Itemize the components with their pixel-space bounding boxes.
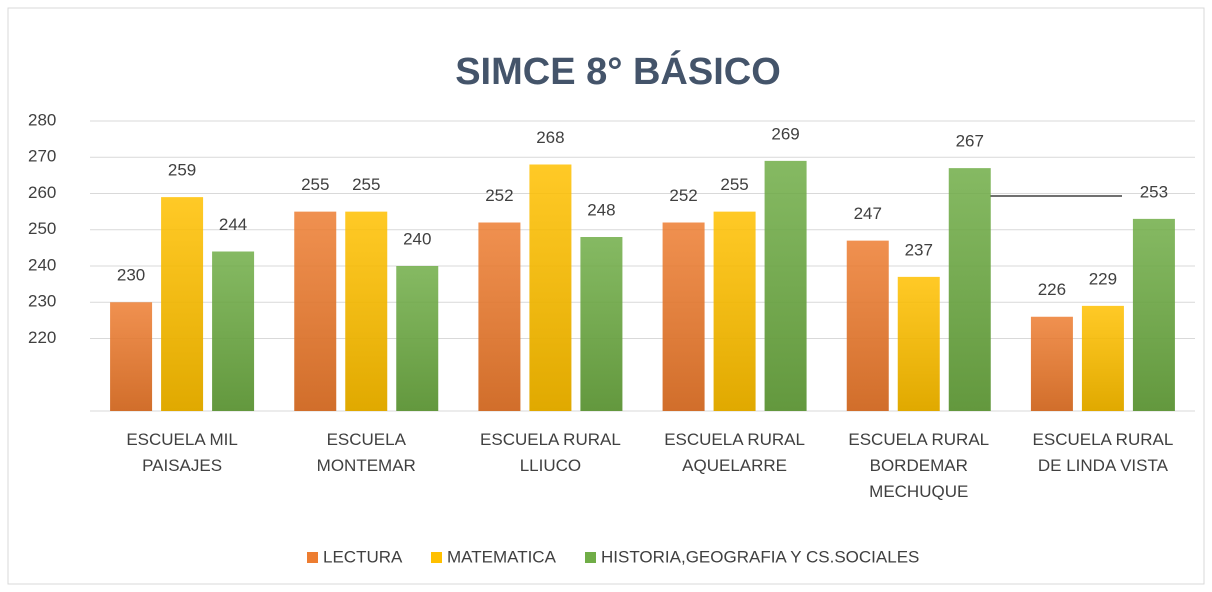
data-label: 226 xyxy=(1038,280,1066,299)
y-tick-label: 240 xyxy=(28,255,56,274)
chart-title: SIMCE 8° BÁSICO xyxy=(455,49,781,93)
data-label: 253 xyxy=(1140,182,1168,201)
bar xyxy=(212,251,255,411)
bar xyxy=(764,160,807,411)
bar xyxy=(846,240,889,411)
x-tick-label-box: ESCUELA RURAL AQUELARRE xyxy=(664,430,805,475)
legend-label: LECTURA xyxy=(323,547,403,566)
x-tick-label: ESCUELA RURAL AQUELARRE xyxy=(664,430,805,475)
data-label: 230 xyxy=(117,266,145,285)
x-tick-label-box: ESCUELA MONTEMAR xyxy=(316,430,416,475)
y-tick-label: 280 xyxy=(28,110,56,129)
bar xyxy=(294,211,337,411)
legend-label: HISTORIA,GEOGRAFIA Y CS.SOCIALES xyxy=(601,547,919,566)
legend-swatch xyxy=(585,552,596,563)
y-tick-label: 220 xyxy=(28,328,56,347)
bar xyxy=(713,211,756,411)
data-label: 255 xyxy=(301,175,329,194)
bar xyxy=(1030,316,1073,411)
data-label: 267 xyxy=(956,132,984,151)
x-tick-label-box: ESCUELA RURAL LLIUCO xyxy=(480,430,621,475)
bar xyxy=(478,222,521,411)
legend-swatch xyxy=(307,552,318,563)
data-label: 255 xyxy=(720,175,748,194)
bar xyxy=(345,211,388,411)
y-tick-label: 260 xyxy=(28,183,56,202)
bar xyxy=(580,237,623,411)
x-tick-label-box: ESCUELA MIL PAISAJES xyxy=(126,430,238,475)
x-tick-label-box: ESCUELA RURAL BORDEMAR MECHUQUE xyxy=(848,430,990,501)
data-label: 252 xyxy=(669,186,697,205)
bar xyxy=(897,276,940,411)
data-label: 248 xyxy=(587,200,615,219)
bar xyxy=(662,222,705,411)
bar xyxy=(110,302,153,411)
legend-swatch xyxy=(431,552,442,563)
bar xyxy=(161,197,204,411)
x-tick-label: ESCUELA RURAL DE LINDA VISTA xyxy=(1032,430,1174,475)
y-tick-label: 230 xyxy=(28,292,56,311)
x-tick-label: ESCUELA RURAL BORDEMAR MECHUQUE xyxy=(848,430,990,501)
data-label: 237 xyxy=(905,240,933,259)
y-tick-label: 250 xyxy=(28,219,56,238)
data-label: 244 xyxy=(219,215,247,234)
data-label: 240 xyxy=(403,229,431,248)
bar xyxy=(396,266,439,411)
y-tick-label: 270 xyxy=(28,147,56,166)
bar xyxy=(529,164,572,411)
data-label: 247 xyxy=(854,204,882,223)
data-label: 252 xyxy=(485,186,513,205)
bar xyxy=(948,168,991,411)
data-label: 268 xyxy=(536,128,564,147)
bar xyxy=(1132,218,1175,411)
bar xyxy=(1081,305,1124,411)
x-tick-label-box: ESCUELA RURAL DE LINDA VISTA xyxy=(1032,430,1174,475)
data-label: 269 xyxy=(771,124,799,143)
data-label: 259 xyxy=(168,161,196,180)
data-label: 229 xyxy=(1089,269,1117,288)
x-tick-label: ESCUELA MONTEMAR xyxy=(316,430,416,475)
x-tick-label: ESCUELA RURAL LLIUCO xyxy=(480,430,621,475)
legend-label: MATEMATICA xyxy=(447,547,557,566)
data-label: 255 xyxy=(352,175,380,194)
x-tick-label: ESCUELA MIL PAISAJES xyxy=(126,430,238,475)
